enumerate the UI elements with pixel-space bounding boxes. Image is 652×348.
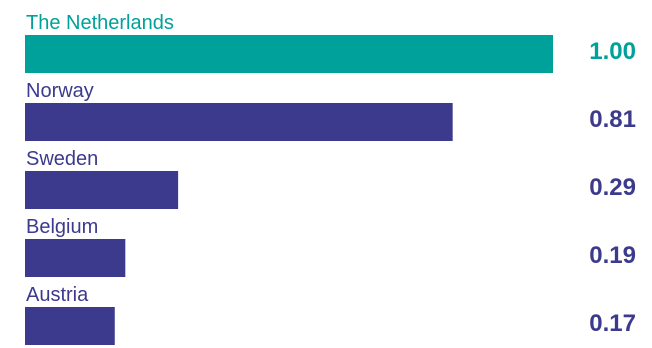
- category-label-belgium: Belgium: [26, 216, 98, 238]
- value-label-belgium: 0.19: [589, 242, 636, 269]
- category-label-norway: Norway: [26, 80, 94, 102]
- bar-norway: [25, 103, 453, 141]
- value-label-austria: 0.17: [589, 310, 636, 337]
- value-label-the-netherlands: 1.00: [589, 38, 636, 65]
- category-label-sweden: Sweden: [26, 148, 98, 170]
- bar-the-netherlands: [25, 35, 553, 73]
- bar-sweden: [25, 171, 179, 209]
- value-label-sweden: 0.29: [589, 174, 636, 201]
- value-label-norway: 0.81: [589, 106, 636, 133]
- bar-belgium: [25, 239, 126, 277]
- category-label-the-netherlands: The Netherlands: [26, 12, 174, 34]
- bar-austria: [25, 307, 115, 345]
- category-label-austria: Austria: [26, 284, 89, 306]
